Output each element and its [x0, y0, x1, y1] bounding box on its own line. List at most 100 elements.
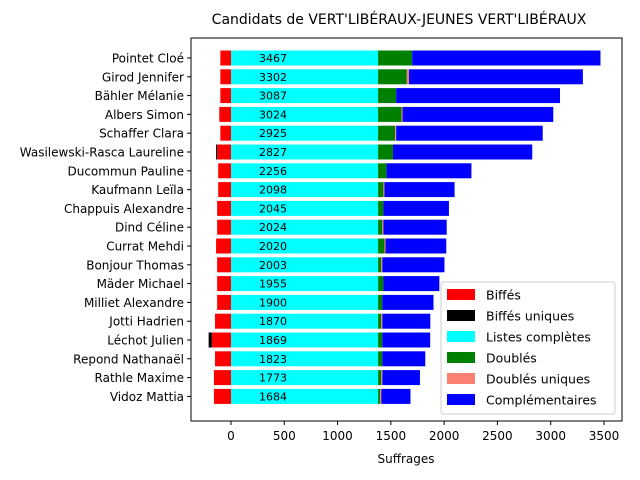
- bar-segment-5-16: [382, 351, 426, 367]
- bar-segment-4-14: [381, 313, 383, 329]
- bar-segment-0-12: [217, 276, 231, 292]
- bar-segment-3-5: [378, 144, 393, 160]
- total-label: 3302: [259, 71, 287, 84]
- bar-segment-0-2: [220, 88, 231, 104]
- bar-segment-2-5: [231, 144, 379, 160]
- legend-swatch: [447, 289, 475, 300]
- bar-segment-5-2: [396, 88, 560, 104]
- y-tick-label: Bähler Mélanie: [95, 89, 184, 103]
- total-label: 2020: [259, 240, 287, 253]
- bar-segment-5-12: [383, 276, 440, 292]
- total-label: 2925: [259, 127, 287, 140]
- bar-segment-3-12: [378, 276, 384, 292]
- bar-segment-5-14: [382, 313, 431, 329]
- bar-segment-3-15: [378, 332, 383, 348]
- bar-segment-2-18: [231, 388, 379, 404]
- legend-label: Biffés uniques: [486, 309, 574, 324]
- x-tick-label: 3500: [589, 429, 620, 443]
- bar-segment-3-13: [378, 294, 383, 310]
- bar-segment-3-8: [378, 200, 384, 216]
- bar-segment-5-3: [402, 106, 554, 122]
- bar-segment-0-15: [211, 332, 231, 348]
- bar-segment-0-13: [217, 294, 231, 310]
- bar-segment-2-14: [231, 313, 379, 329]
- legend-swatch: [447, 331, 475, 342]
- bar-segment-2-2: [231, 88, 379, 104]
- bar-segment-3-16: [378, 351, 383, 367]
- bar-segment-5-11: [382, 257, 445, 273]
- bar-segment-1-5: [216, 144, 218, 160]
- bar-segment-5-6: [386, 163, 472, 179]
- plot-frame: [190, 37, 623, 422]
- bar-segment-4-10: [384, 238, 386, 254]
- bar-segment-4-17: [381, 370, 383, 386]
- bar-segment-5-7: [384, 182, 455, 198]
- x-axis-label: Suffrages: [377, 452, 434, 466]
- bar-segment-5-0: [412, 50, 601, 66]
- bar-segment-1-15: [208, 332, 212, 348]
- legend-label: Doublés uniques: [486, 372, 590, 387]
- legend-label: Biffés: [486, 288, 521, 303]
- total-label: 2256: [259, 165, 287, 178]
- x-tick-label: 500: [273, 429, 296, 443]
- bar-segment-2-15: [231, 332, 379, 348]
- bar-segment-5-5: [392, 144, 533, 160]
- bar-segment-0-18: [213, 388, 231, 404]
- y-tick-label: Kaufmann Leïla: [91, 183, 184, 197]
- bar-segment-2-13: [231, 294, 379, 310]
- bar-segment-0-16: [215, 351, 231, 367]
- y-tick-label: Dind Céline: [115, 221, 184, 235]
- bar-segment-3-6: [378, 163, 387, 179]
- bar-segment-5-18: [381, 388, 411, 404]
- bar-segment-4-9: [382, 219, 384, 235]
- y-tick-label: Wasilewski-Rasca Laureline: [20, 146, 184, 160]
- bar-segment-4-4: [395, 125, 397, 141]
- y-tick-label: Rathle Maxime: [95, 371, 184, 385]
- total-label: 1684: [259, 390, 287, 403]
- y-tick-label: Albers Simon: [105, 108, 184, 122]
- total-label: 1955: [259, 278, 287, 291]
- bar-segment-3-18: [378, 388, 381, 404]
- bar-segment-2-7: [231, 182, 379, 198]
- bar-segment-0-10: [216, 238, 231, 254]
- bar-segment-2-8: [231, 200, 379, 216]
- legend-swatch: [447, 394, 475, 405]
- y-tick-label: Currat Mehdi: [106, 240, 184, 254]
- bar-segment-2-17: [231, 370, 379, 386]
- y-tick-label: Repond Nathanaël: [73, 352, 184, 366]
- bar-segment-4-11: [381, 257, 383, 273]
- total-label: 1900: [259, 296, 287, 309]
- bar-segment-0-5: [217, 144, 231, 160]
- bar-segment-4-18: [380, 388, 382, 404]
- bar-segment-2-11: [231, 257, 379, 273]
- bar-segment-0-4: [220, 125, 231, 141]
- chart-title: Candidats de VERT'LIBÉRAUX-JEUNES VERT'L…: [212, 11, 587, 28]
- bar-segment-2-0: [231, 50, 379, 66]
- bar-segment-5-8: [383, 200, 449, 216]
- y-tick-label: Vidoz Mattia: [110, 390, 184, 404]
- total-label: 2045: [259, 202, 287, 215]
- total-labels-group: 3467 3302 3087 3024 2925 2827 2256 2098 2045 2024…: [259, 52, 287, 403]
- bar-segment-0-14: [215, 313, 231, 329]
- bars-group: [208, 50, 601, 404]
- bar-segment-5-10: [385, 238, 447, 254]
- bar-segment-2-9: [231, 219, 379, 235]
- bar-segment-0-6: [218, 163, 231, 179]
- bar-segment-2-1: [231, 69, 379, 85]
- x-tick-label: 1500: [376, 429, 407, 443]
- x-tick-label: 3000: [535, 429, 566, 443]
- category-labels-group: Pointet Cloé Girod Jennifer Bähler Mélanie…: [20, 52, 191, 404]
- y-tick-label: Léchot Julien: [107, 334, 184, 348]
- bar-segment-3-0: [378, 50, 413, 66]
- bar-segment-3-3: [378, 106, 402, 122]
- legend-label: Doublés: [486, 351, 537, 366]
- bar-segment-3-4: [378, 125, 396, 141]
- legend-swatch: [447, 352, 475, 363]
- bar-segment-3-14: [378, 313, 382, 329]
- y-tick-label: Mäder Michael: [97, 277, 184, 291]
- total-label: 3467: [259, 52, 287, 65]
- bar-segment-0-0: [220, 50, 231, 66]
- x-tick-label: 2500: [482, 429, 513, 443]
- legend-label: Complémentaires: [486, 393, 597, 408]
